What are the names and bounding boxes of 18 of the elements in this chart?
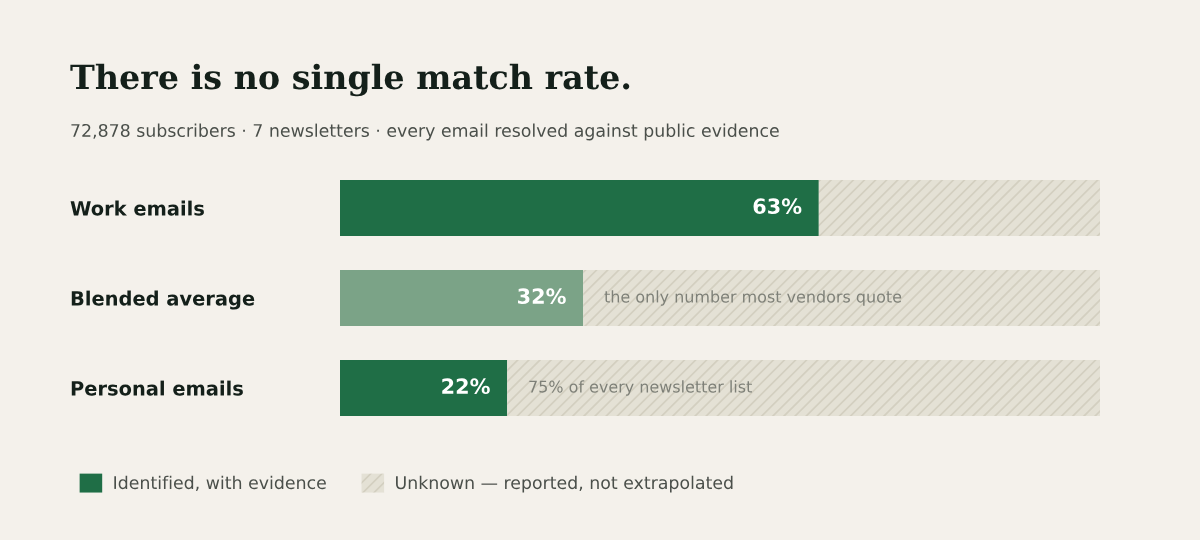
data-label: 32%: [518, 288, 566, 305]
chart-subtitle: 72,878 subscribers · 7 newsletters · every email resolved against public evidence: [71, 123, 779, 141]
bar: [583, 270, 1100, 326]
chart-title: There is no single match rate.: [70, 63, 630, 97]
y-tick-label: Work emails: [70, 200, 204, 216]
bar: [818, 180, 1100, 236]
bar: [340, 180, 819, 236]
legend-label: Identified, with evidence: [114, 475, 326, 491]
bar: [340, 360, 508, 416]
bar: [507, 360, 1100, 416]
y-tick-label: Personal emails: [71, 380, 243, 396]
bar: [340, 270, 584, 326]
data-label: 22%: [442, 378, 490, 395]
annotation: 75% of every newsletter list: [529, 380, 752, 396]
y-tick-label: Blended average: [71, 290, 255, 310]
legend-label: Unknown — reported, not extrapolated: [396, 475, 733, 493]
data-label: 63%: [753, 198, 802, 215]
annotation: the only number most vendors quote: [604, 290, 902, 306]
